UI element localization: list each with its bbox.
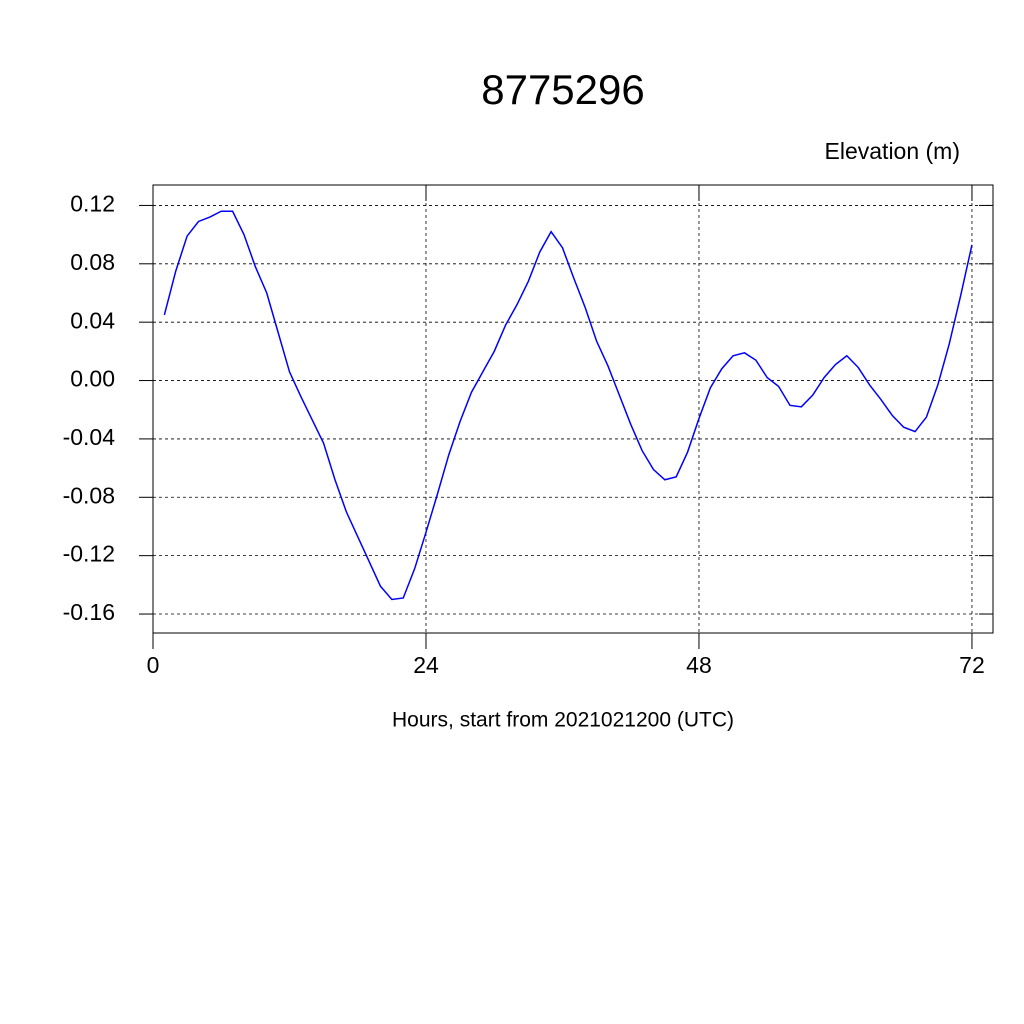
- x-tick-label: 0: [147, 652, 160, 678]
- x-tick-label: 48: [686, 652, 712, 678]
- y-tick-label: 0.04: [70, 307, 115, 333]
- y-tick-label: -0.04: [63, 424, 116, 450]
- y-tick-label: -0.08: [63, 482, 115, 508]
- plot-frame: [152, 184, 994, 634]
- y-tick-label: -0.12: [63, 541, 115, 567]
- y-tick-label: 0.08: [70, 249, 115, 275]
- chart-title: 8775296: [481, 66, 645, 113]
- x-tick-label: 72: [959, 652, 985, 678]
- x-axis-label: Hours, start from 2021021200 (UTC): [392, 709, 734, 732]
- x-tick-label: 24: [413, 652, 439, 678]
- y-tick-label: 0.12: [70, 191, 115, 217]
- y-axis-label: Elevation (m): [825, 138, 960, 164]
- y-tick-label: 0.00: [70, 366, 115, 392]
- y-tick-label: -0.16: [63, 599, 115, 625]
- line-series: [163, 210, 973, 601]
